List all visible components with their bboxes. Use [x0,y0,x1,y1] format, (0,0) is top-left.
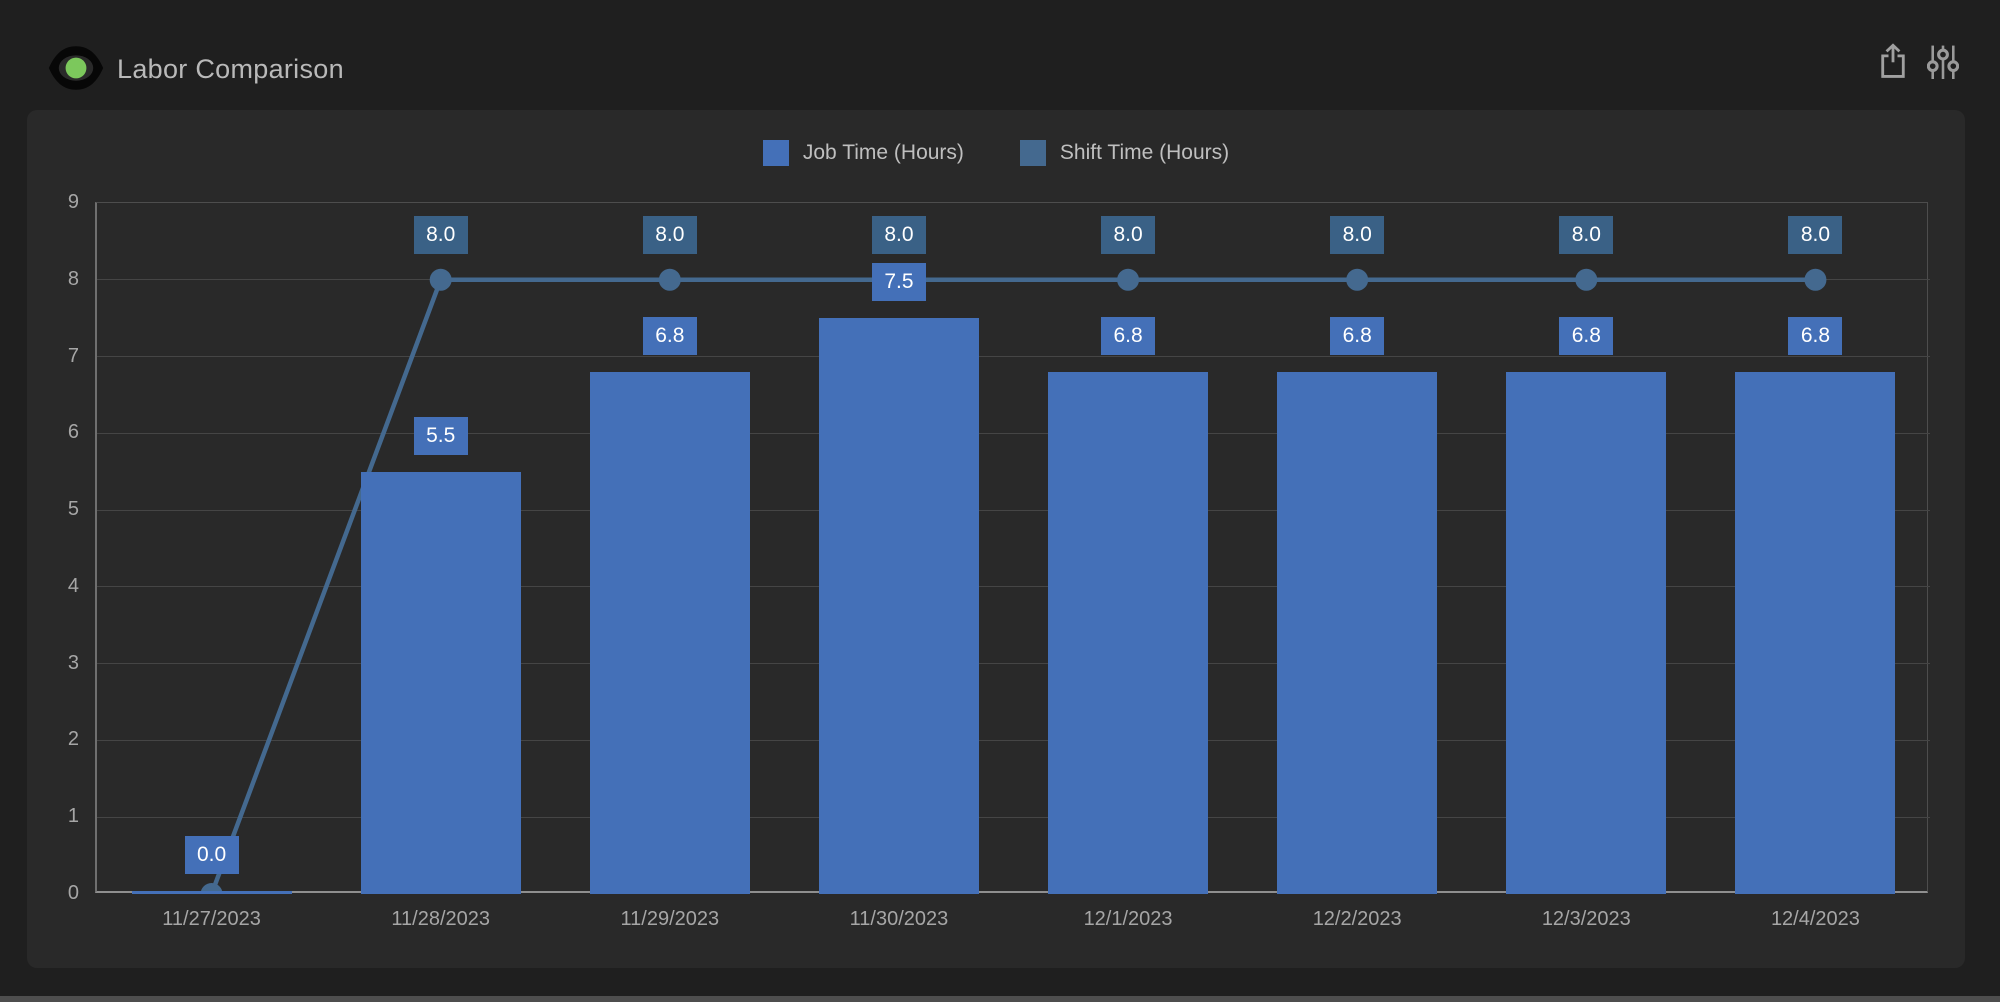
share-export-icon [1877,42,1909,82]
x-axis-label: 11/29/2023 [620,908,720,930]
gridline [97,356,1930,358]
gridline [97,509,1930,511]
legend-item-job-time[interactable]: Job Time (Hours) [762,140,964,166]
data-label-job: 7.5 [871,263,926,302]
bar-job-time[interactable] [1506,371,1667,894]
y-tick-label: 3 [67,651,79,674]
x-axis-label: 12/3/2023 [1541,908,1631,930]
x-axis-label: 11/30/2023 [849,908,949,930]
x-axis-label: 12/1/2023 [1083,908,1173,930]
data-label-job: 6.8 [1101,316,1156,355]
x-axis-label: 12/4/2023 [1770,908,1860,930]
screen-bottom-edge [0,996,2000,1002]
y-tick-label: 2 [67,728,79,751]
chart-legend: Job Time (Hours) Shift Time (Hours) [27,140,1965,166]
line-segment [209,277,1816,894]
bar-job-time[interactable] [1048,371,1209,894]
widget-header: Labor Comparison [0,0,2000,110]
data-label-shift: 8.0 [642,215,697,254]
y-tick-label: 4 [67,574,79,597]
gridline [97,432,1930,434]
line-point[interactable] [429,268,452,291]
bar-job-time[interactable] [131,891,292,894]
y-tick-label: 1 [67,805,79,828]
data-label-shift: 8.0 [1559,215,1614,254]
data-label-job: 6.8 [1330,316,1385,355]
data-label-job: 6.8 [1559,316,1614,355]
plot-area: 8.0 8.0 8.0 8.0 8.0 8.0 8.0 0.0 5.5 6.8 7.5 6.8 6.8 6… [68,191,1930,930]
y-tick-label: 8 [67,267,79,290]
share-export-button[interactable] [1872,40,1914,84]
bar-job-time[interactable] [1277,371,1438,894]
y-tick-label: 6 [67,421,79,444]
data-label-job: 5.5 [413,416,468,455]
gridline [97,663,1930,665]
y-tick-label: 9 [67,191,79,213]
data-label-shift: 8.0 [1330,215,1385,254]
data-label-job: 0.0 [184,836,239,874]
x-axis-label: 12/2/2023 [1312,908,1402,930]
legend-label: Shift Time (Hours) [1059,141,1230,164]
line-point[interactable] [658,268,681,291]
y-tick-label: 5 [67,498,79,521]
data-label-shift: 8.0 [871,215,926,254]
gridline [97,816,1930,818]
data-label-job: 6.8 [1788,316,1843,355]
x-axis-label: 11/27/2023 [162,908,261,930]
bar-layer [97,203,1930,894]
data-label-shift: 8.0 [1788,215,1843,254]
line-point[interactable] [1346,268,1369,291]
data-label-shift: 8.0 [413,215,468,254]
bar-job-time[interactable] [1735,371,1896,894]
gridline [97,739,1930,741]
eye-logo-icon [47,42,105,94]
data-label-shift: 8.0 [1101,215,1156,254]
filter-sliders-button[interactable] [1922,40,1964,84]
legend-swatch-job [762,140,789,166]
data-label-job: 6.8 [642,316,697,355]
legend-swatch-shift [1019,140,1046,166]
y-tick-label: 7 [67,344,79,367]
line-point[interactable] [1804,268,1827,291]
gridline [97,586,1930,588]
bar-job-time[interactable] [818,318,979,894]
y-tick-label: 0 [67,882,79,904]
data-label-layer: 8.0 8.0 8.0 8.0 8.0 8.0 8.0 0.0 5.5 6.8 7.5 6.8 6.8 6… [97,203,1930,894]
x-axis-label: 11/28/2023 [391,908,490,930]
line-point[interactable] [1117,268,1140,291]
filter-sliders-icon [1926,43,1960,82]
line-point[interactable] [1575,268,1598,291]
axis-layer: 0 1 2 3 4 5 6 7 8 9 11/27/2023 11/28/2023 11/29/2023… [68,191,1930,930]
widget-title: Labor Comparison [117,54,344,84]
chart-panel: Job Time (Hours) Shift Time (Hours) 8.0 8… [27,110,1965,968]
bar-job-time[interactable] [589,371,750,894]
legend-item-shift-time[interactable]: Shift Time (Hours) [1019,140,1230,166]
legend-label: Job Time (Hours) [802,141,964,164]
bar-job-time[interactable] [360,471,521,894]
